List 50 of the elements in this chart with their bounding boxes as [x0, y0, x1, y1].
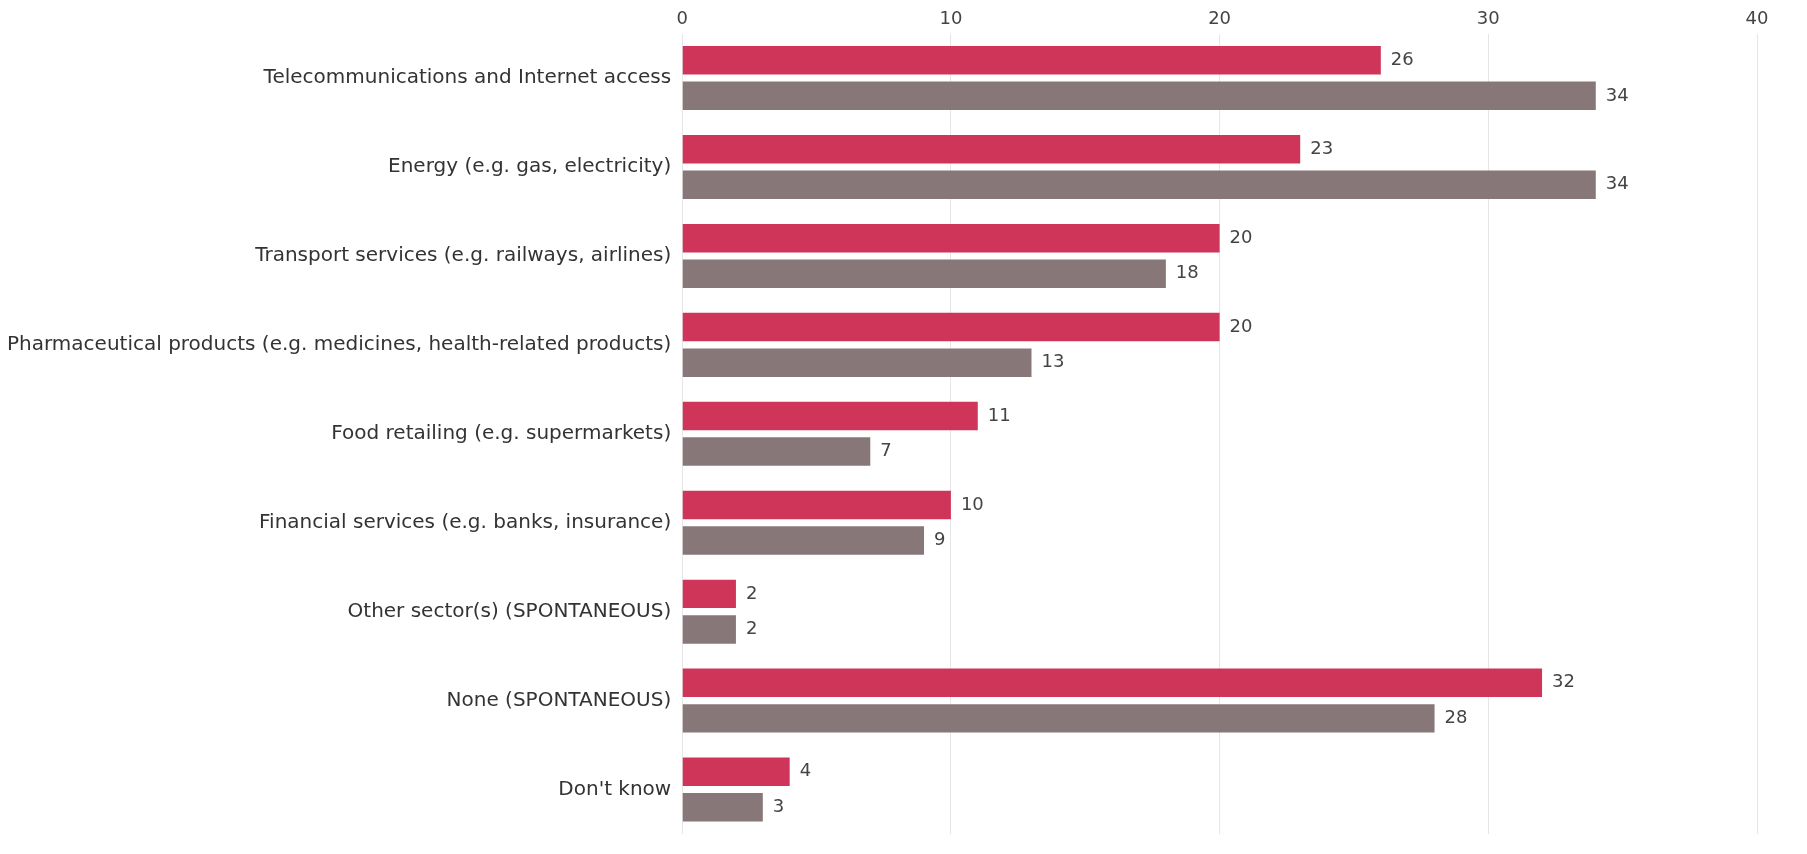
bar	[682, 757, 790, 786]
data-label: 2	[745, 617, 758, 639]
y-tick-label: Financial services (e.g. banks, insurance)	[259, 508, 672, 533]
data-label: 32	[1552, 670, 1575, 692]
data-label: 34	[1605, 172, 1629, 194]
bar	[682, 134, 1301, 164]
data-label: 10	[960, 492, 984, 514]
data-label: 7	[880, 439, 892, 461]
x-tick-label: 40	[1745, 7, 1769, 29]
bar	[682, 579, 736, 609]
data-label: 34	[1605, 83, 1629, 105]
bar	[682, 312, 1220, 342]
bar	[682, 668, 1543, 698]
y-tick-label: Don't know	[558, 775, 672, 800]
data-label: 20	[1229, 225, 1253, 247]
y-tick-label: Energy (e.g. gas, electricity)	[388, 153, 672, 178]
bar	[682, 46, 1381, 75]
data-label: 4	[799, 759, 812, 781]
bar	[682, 170, 1596, 200]
bar	[682, 81, 1596, 111]
x-tick-label: 30	[1476, 7, 1500, 29]
y-tick-label: Pharmaceutical products (e.g. medicines, health-related products)	[7, 331, 672, 356]
data-label: 26	[1390, 47, 1414, 69]
bar	[682, 348, 1032, 377]
y-tick-label: None (SPONTANEOUS)	[446, 686, 672, 711]
bar	[682, 259, 1166, 288]
data-label: 9	[934, 528, 946, 550]
y-tick-label: Telecommunications and Internet access	[262, 64, 672, 89]
data-label: 18	[1175, 261, 1199, 283]
data-label: 28	[1444, 706, 1468, 728]
x-tick-label: 10	[939, 7, 963, 29]
bar	[682, 615, 736, 644]
bar	[682, 704, 1435, 733]
y-tick-label: Food retailing (e.g. supermarkets)	[331, 420, 672, 444]
bar	[682, 437, 871, 466]
bar	[682, 401, 978, 431]
bar	[682, 793, 763, 822]
data-label: 23	[1310, 136, 1334, 158]
data-label: 2	[745, 581, 758, 603]
bar	[682, 526, 925, 555]
data-label: 3	[772, 794, 785, 816]
x-tick-label: 0	[676, 7, 688, 29]
data-label: 11	[987, 403, 1011, 425]
data-label: 20	[1229, 314, 1253, 336]
y-tick-label: Other sector(s) (SPONTANEOUS)	[347, 597, 672, 622]
bar	[682, 490, 951, 520]
bar	[682, 223, 1220, 253]
y-tick-label: Transport services (e.g. railways, airlines)	[254, 242, 672, 267]
x-tick-label: 20	[1208, 7, 1232, 29]
data-label: 13	[1041, 350, 1065, 372]
